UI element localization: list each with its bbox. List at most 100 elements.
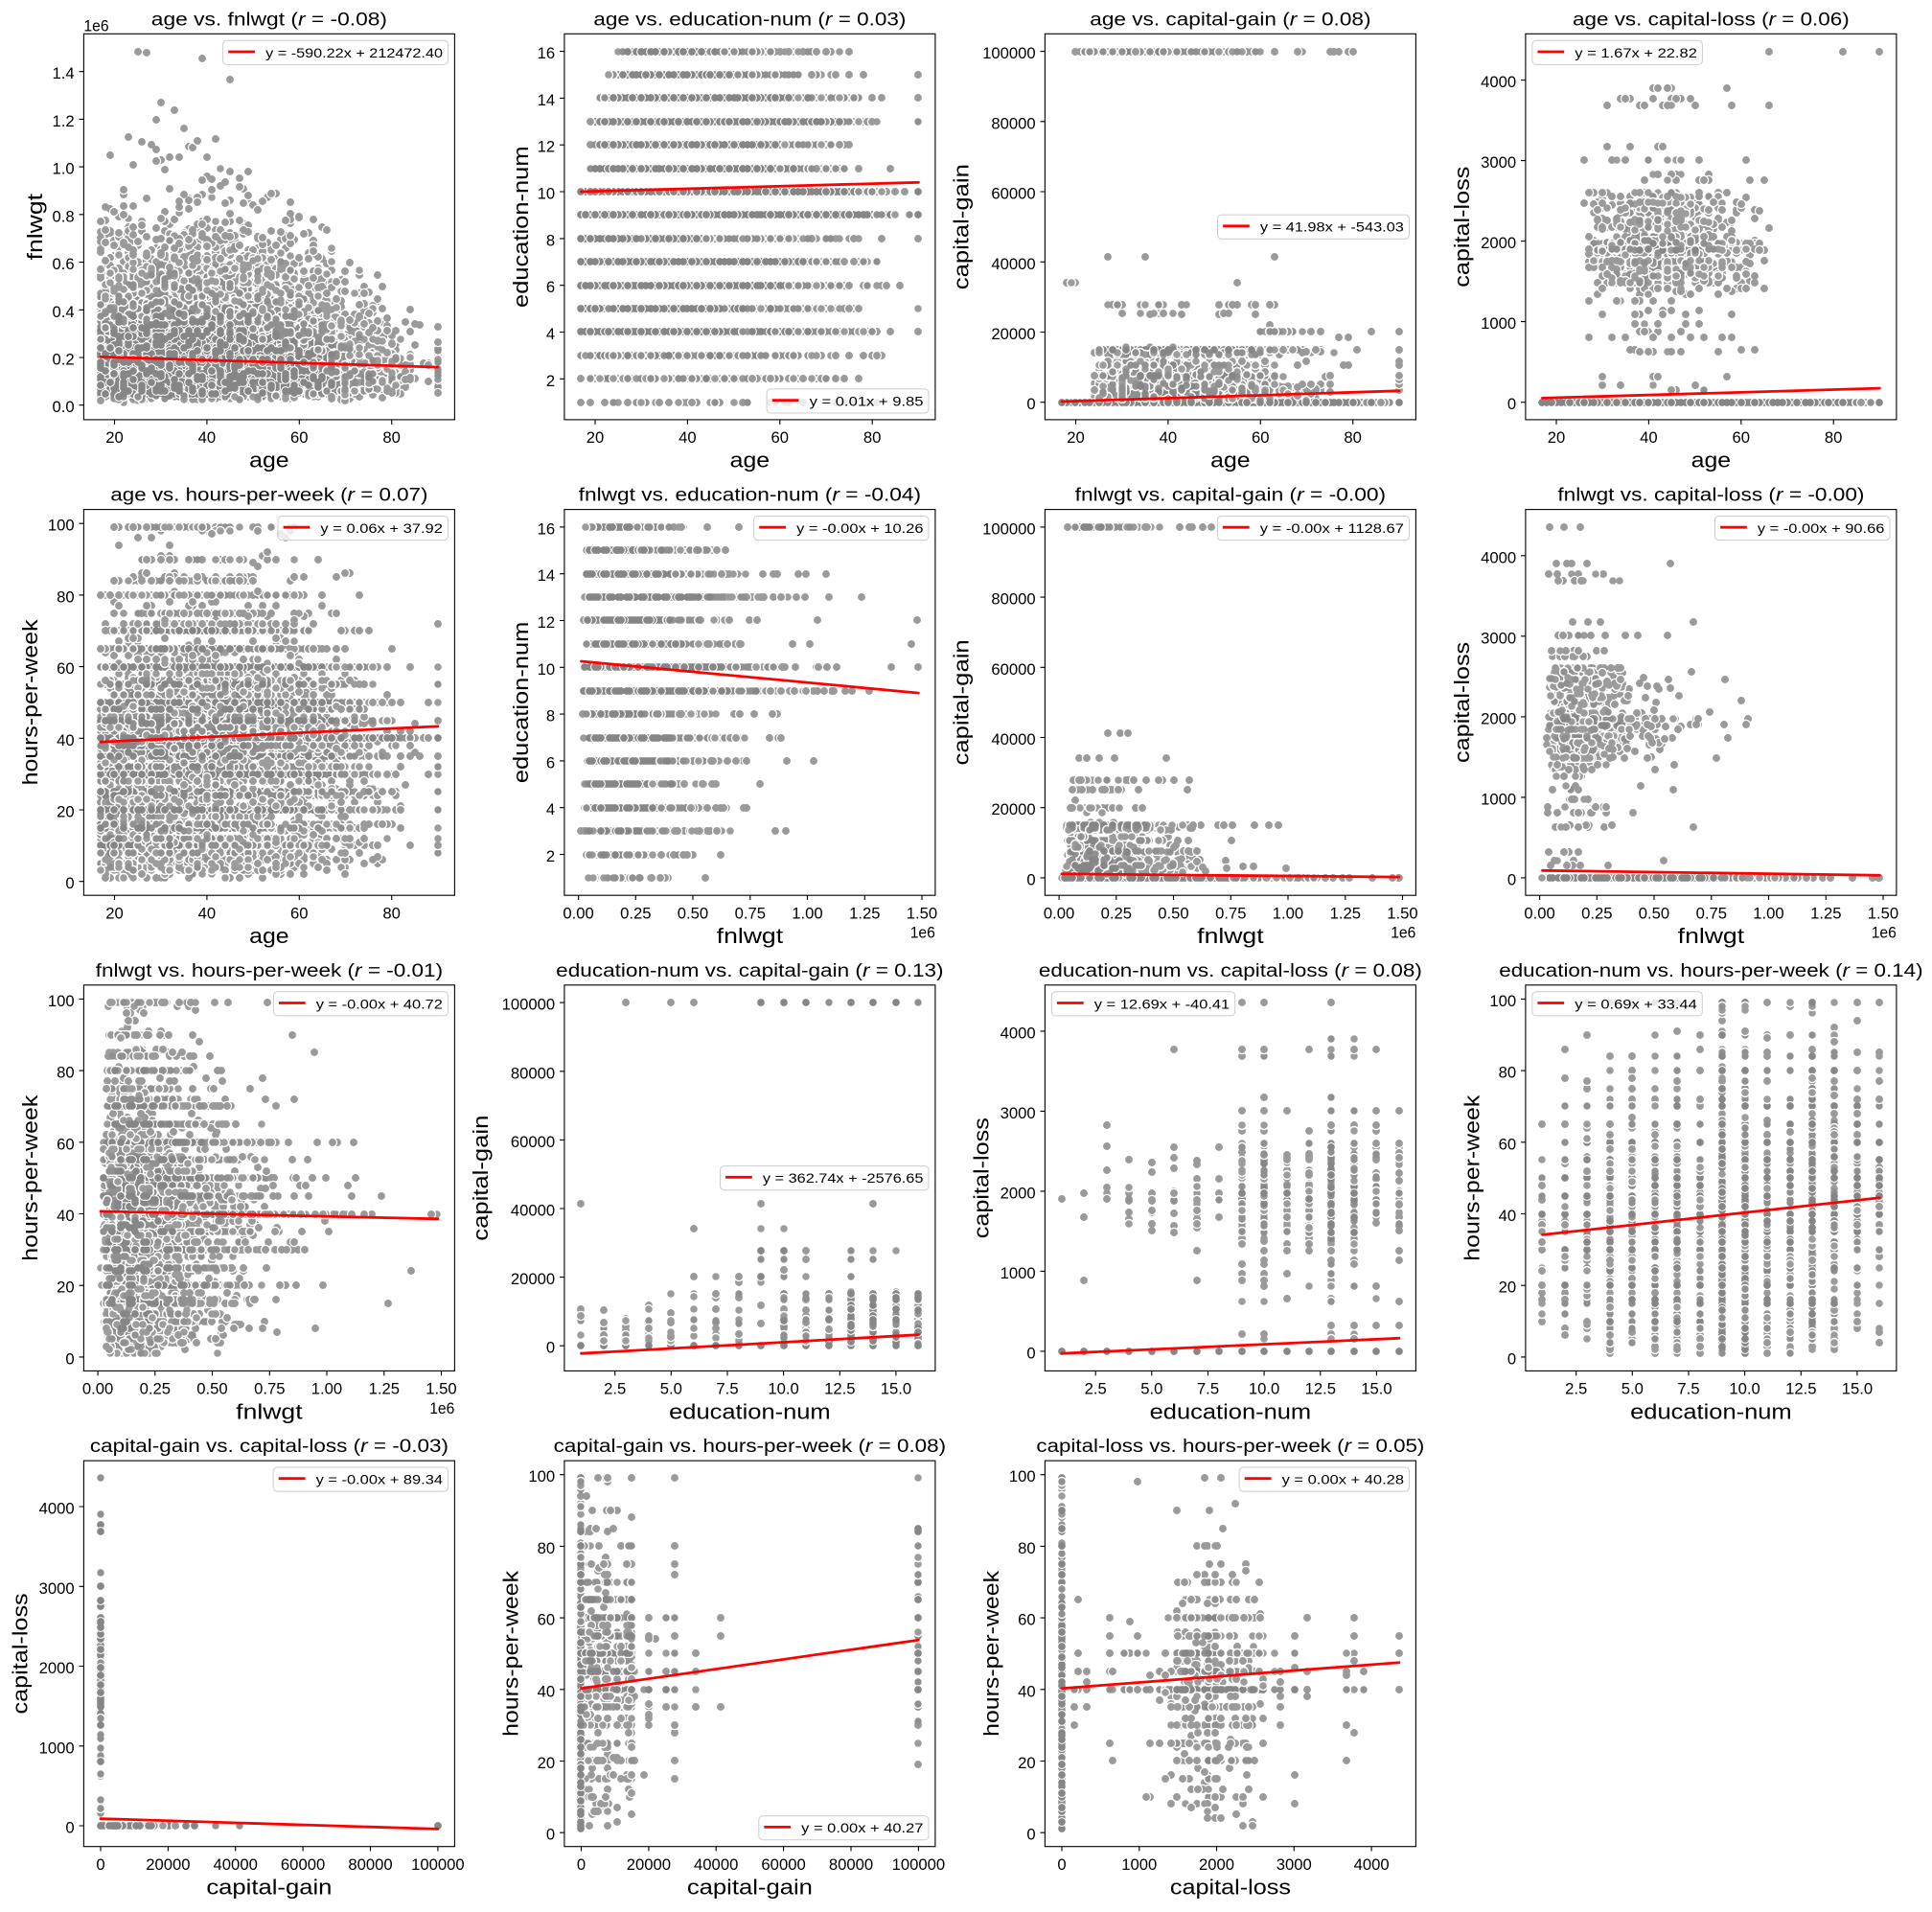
svg-text:capital-loss: capital-loss bbox=[1450, 642, 1474, 763]
svg-text:0.25: 0.25 bbox=[1101, 904, 1132, 922]
svg-text:6: 6 bbox=[546, 753, 555, 772]
svg-text:age vs. hours-per-week (r = 0.: age vs. hours-per-week (r = 0.07) bbox=[110, 485, 427, 506]
svg-text:60000: 60000 bbox=[281, 1855, 325, 1874]
svg-text:16: 16 bbox=[538, 44, 556, 62]
svg-text:3000: 3000 bbox=[1000, 1104, 1036, 1122]
svg-text:40: 40 bbox=[538, 1682, 556, 1700]
svg-text:40000: 40000 bbox=[214, 1855, 258, 1874]
svg-text:0: 0 bbox=[1507, 395, 1516, 413]
svg-text:3000: 3000 bbox=[39, 1579, 75, 1598]
svg-text:y = 12.69x + -40.41: y = 12.69x + -40.41 bbox=[1094, 996, 1230, 1011]
svg-text:10.0: 10.0 bbox=[1729, 1380, 1760, 1398]
svg-text:capital-loss: capital-loss bbox=[9, 1593, 33, 1714]
svg-text:20: 20 bbox=[57, 1279, 75, 1297]
svg-text:age vs. education-num (r = 0.0: age vs. education-num (r = 0.03) bbox=[593, 9, 906, 30]
svg-text:education-num: education-num bbox=[1150, 1399, 1312, 1423]
svg-text:y = 362.74x + -2576.65: y = 362.74x + -2576.65 bbox=[763, 1170, 924, 1186]
svg-text:8: 8 bbox=[546, 231, 555, 249]
svg-text:0: 0 bbox=[546, 1339, 555, 1357]
svg-text:10.0: 10.0 bbox=[1249, 1380, 1279, 1398]
svg-text:fnlwgt vs. education-num (r =: fnlwgt vs. education-num (r = -0.04) bbox=[579, 485, 921, 506]
svg-text:y = 41.98x + -543.03: y = 41.98x + -543.03 bbox=[1260, 219, 1404, 235]
svg-text:10.0: 10.0 bbox=[768, 1380, 798, 1398]
svg-text:capital-loss vs. hours-per-wee: capital-loss vs. hours-per-week (r = 0.0… bbox=[1036, 1436, 1424, 1457]
svg-text:capital-gain: capital-gain bbox=[469, 1116, 493, 1241]
svg-text:hours-per-week: hours-per-week bbox=[18, 1094, 42, 1261]
svg-text:fnlwgt: fnlwgt bbox=[23, 193, 47, 260]
svg-text:y = -0.00x + 10.26: y = -0.00x + 10.26 bbox=[796, 520, 924, 536]
svg-text:100000: 100000 bbox=[982, 519, 1036, 538]
svg-text:0: 0 bbox=[546, 1826, 555, 1844]
svg-text:80: 80 bbox=[1344, 428, 1362, 447]
svg-text:1e6: 1e6 bbox=[910, 924, 935, 942]
svg-text:2: 2 bbox=[546, 372, 555, 390]
svg-text:14: 14 bbox=[538, 566, 556, 585]
svg-text:0.50: 0.50 bbox=[1158, 904, 1188, 922]
svg-text:1.00: 1.00 bbox=[792, 904, 822, 922]
svg-text:y = 1.67x + 22.82: y = 1.67x + 22.82 bbox=[1575, 45, 1697, 60]
svg-text:60: 60 bbox=[1252, 428, 1270, 447]
svg-text:1000: 1000 bbox=[1481, 790, 1516, 808]
svg-text:0.50: 0.50 bbox=[1639, 904, 1669, 922]
svg-text:2000: 2000 bbox=[39, 1659, 75, 1677]
svg-text:education-num vs. hours-per-we: education-num vs. hours-per-week (r = 0.… bbox=[1499, 960, 1922, 981]
svg-text:100: 100 bbox=[528, 1467, 555, 1486]
svg-text:3000: 3000 bbox=[1481, 153, 1516, 172]
svg-text:0.4: 0.4 bbox=[53, 303, 75, 321]
svg-text:4: 4 bbox=[546, 800, 555, 818]
svg-text:1.2: 1.2 bbox=[53, 112, 75, 130]
svg-text:capital-gain vs. capital-loss: capital-gain vs. capital-loss (r = -0.03… bbox=[90, 1436, 448, 1457]
svg-text:15.0: 15.0 bbox=[1361, 1380, 1392, 1398]
svg-text:40: 40 bbox=[198, 904, 217, 922]
svg-text:0.25: 0.25 bbox=[1581, 904, 1612, 922]
svg-text:capital-loss: capital-loss bbox=[1450, 167, 1474, 288]
svg-text:y = 0.69x + 33.44: y = 0.69x + 33.44 bbox=[1575, 996, 1697, 1011]
svg-text:1.00: 1.00 bbox=[311, 1380, 342, 1398]
svg-text:0.50: 0.50 bbox=[678, 904, 708, 922]
svg-text:20: 20 bbox=[105, 428, 124, 447]
svg-text:20: 20 bbox=[1548, 428, 1566, 447]
svg-text:1.25: 1.25 bbox=[1330, 904, 1361, 922]
svg-text:80: 80 bbox=[863, 428, 882, 447]
svg-text:education-num: education-num bbox=[509, 146, 533, 308]
svg-text:1.4: 1.4 bbox=[53, 64, 75, 82]
svg-text:1.25: 1.25 bbox=[369, 1380, 400, 1398]
svg-text:capital-loss: capital-loss bbox=[970, 1117, 994, 1238]
svg-text:4000: 4000 bbox=[1354, 1855, 1390, 1874]
svg-text:age: age bbox=[1691, 449, 1731, 472]
svg-text:3000: 3000 bbox=[1276, 1855, 1312, 1874]
svg-text:y = -0.00x + 90.66: y = -0.00x + 90.66 bbox=[1758, 520, 1885, 536]
svg-text:0: 0 bbox=[1026, 1344, 1035, 1362]
svg-text:1.25: 1.25 bbox=[1810, 904, 1841, 922]
svg-text:100: 100 bbox=[1489, 992, 1516, 1010]
svg-text:hours-per-week: hours-per-week bbox=[979, 1570, 1003, 1737]
svg-text:0: 0 bbox=[1026, 395, 1035, 413]
svg-text:fnlwgt vs. capital-gain (r = -: fnlwgt vs. capital-gain (r = -0.00) bbox=[1075, 485, 1387, 506]
svg-text:60: 60 bbox=[538, 1611, 556, 1629]
svg-text:0.00: 0.00 bbox=[1044, 904, 1074, 922]
svg-text:80000: 80000 bbox=[348, 1855, 392, 1874]
svg-text:2000: 2000 bbox=[1481, 234, 1516, 252]
svg-text:80: 80 bbox=[1018, 1539, 1036, 1557]
svg-text:12: 12 bbox=[538, 613, 556, 632]
svg-text:0: 0 bbox=[96, 1855, 104, 1874]
svg-text:40000: 40000 bbox=[511, 1202, 555, 1220]
svg-text:education-num vs. capital-gain: education-num vs. capital-gain (r = 0.13… bbox=[556, 960, 943, 981]
svg-text:4000: 4000 bbox=[1481, 548, 1516, 566]
svg-text:0: 0 bbox=[1057, 1855, 1066, 1874]
svg-text:1.50: 1.50 bbox=[907, 904, 937, 922]
svg-text:age: age bbox=[249, 449, 288, 472]
svg-text:5.0: 5.0 bbox=[660, 1380, 682, 1398]
svg-text:hours-per-week: hours-per-week bbox=[18, 618, 42, 785]
svg-text:7.5: 7.5 bbox=[716, 1380, 738, 1398]
svg-text:60: 60 bbox=[57, 1135, 75, 1153]
svg-text:fnlwgt: fnlwgt bbox=[1678, 924, 1745, 948]
svg-text:100000: 100000 bbox=[502, 996, 556, 1014]
svg-text:60: 60 bbox=[1733, 428, 1751, 447]
svg-text:20000: 20000 bbox=[627, 1855, 671, 1874]
svg-text:0: 0 bbox=[1507, 1349, 1516, 1368]
svg-text:3000: 3000 bbox=[1481, 629, 1516, 647]
svg-text:0: 0 bbox=[1026, 1826, 1035, 1844]
svg-text:y = -0.00x + 1128.67: y = -0.00x + 1128.67 bbox=[1260, 520, 1404, 536]
svg-text:5.0: 5.0 bbox=[1622, 1380, 1644, 1398]
